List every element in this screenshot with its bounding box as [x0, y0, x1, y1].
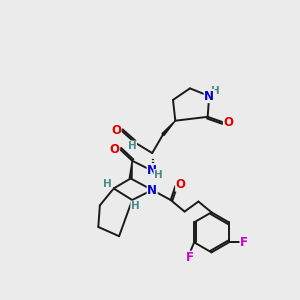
Text: H: H	[154, 169, 163, 180]
Text: H: H	[131, 201, 140, 211]
Text: O: O	[176, 178, 186, 191]
Text: H: H	[128, 141, 136, 151]
Text: N: N	[204, 90, 214, 103]
Text: H: H	[211, 86, 220, 96]
Text: O: O	[110, 143, 119, 156]
Text: N: N	[147, 184, 157, 196]
Polygon shape	[129, 161, 132, 178]
Text: N: N	[147, 164, 157, 177]
Polygon shape	[162, 121, 175, 136]
Text: H: H	[103, 179, 112, 189]
Text: F: F	[240, 236, 248, 249]
Text: O: O	[224, 116, 233, 129]
Text: O: O	[111, 124, 121, 137]
Text: F: F	[186, 251, 194, 264]
